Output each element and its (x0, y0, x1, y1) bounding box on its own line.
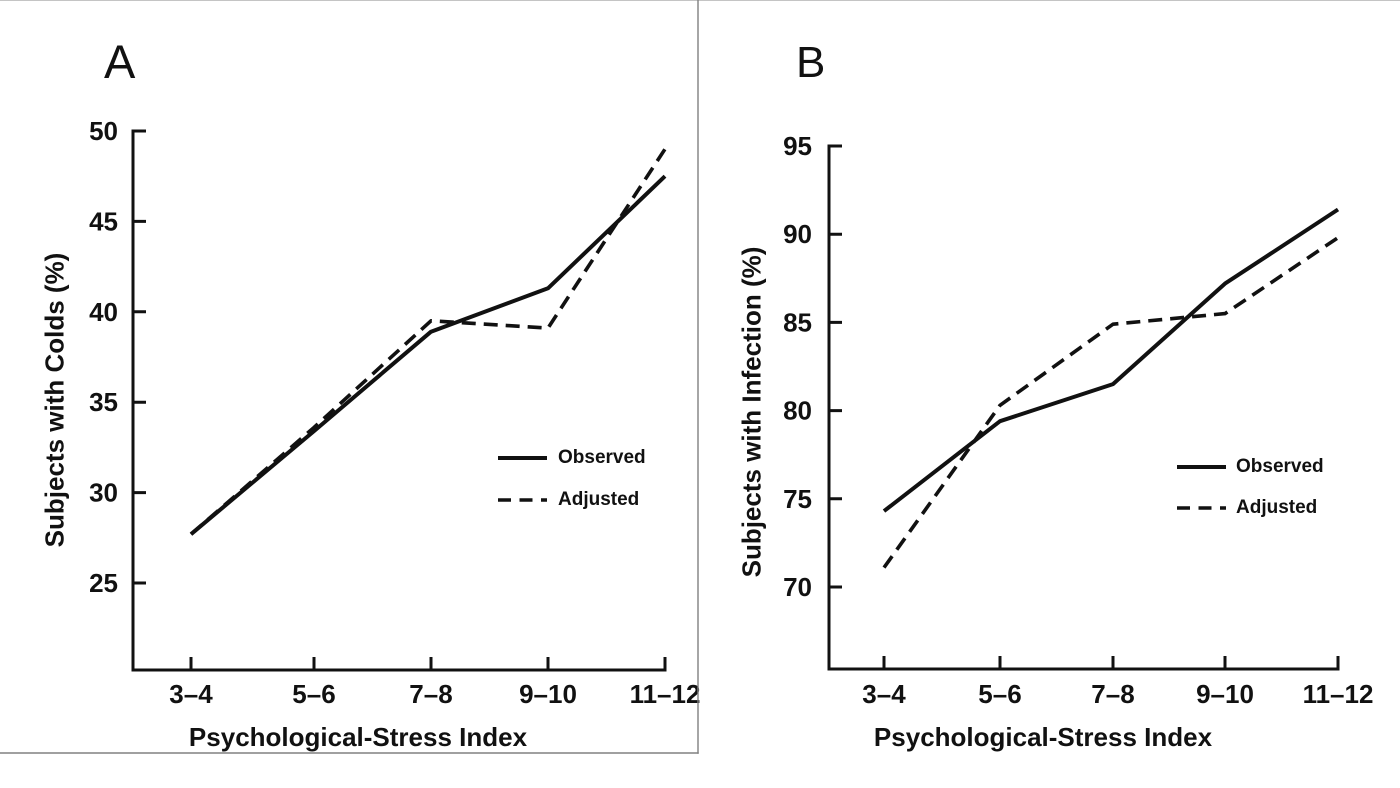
panel-a-y-axis-title: Subjects with Colds (%) (39, 252, 70, 548)
panel-b-y-tick-label: 85 (783, 307, 812, 337)
panel-b-y-tick-label: 95 (783, 131, 812, 161)
panel-b-x-tick-label: 11–12 (1303, 679, 1374, 709)
panel-a-x-tick-label: 7–8 (409, 679, 452, 709)
panel-a-axes (131, 129, 667, 672)
panel-a-x-tick-label: 3–4 (169, 679, 213, 709)
panel-a-y-tick-label: 30 (89, 478, 118, 508)
panel-a-y-tick-label: 50 (89, 116, 118, 146)
panel-b-legend-adjusted-label: Adjusted (1236, 497, 1318, 518)
panel-a-adjusted-line (189, 148, 667, 536)
panel-b-y-tick-label: 90 (783, 219, 812, 249)
panel-b-y-tick-label: 75 (783, 484, 812, 514)
panel-b-axes (827, 144, 1340, 671)
panel-b-legend-observed-label: Observed (1236, 456, 1324, 477)
panel-b-observed-line (882, 207, 1340, 513)
panel-a-x-tick-label: 11–12 (630, 679, 701, 709)
panel-a-legend-observed-label: Observed (558, 447, 646, 468)
panel-b-y-axis-title: Subjects with Infection (%) (736, 246, 767, 578)
panel-a-x-tick-label: 5–6 (292, 679, 335, 709)
panel-a-observed-line (189, 174, 667, 536)
panel-b-adjusted-line (882, 236, 1340, 569)
panel-b-x-tick-label: 5–6 (978, 679, 1021, 709)
panel-a-y-tick-label: 40 (89, 297, 118, 327)
panel-a-x-tick-label: 9–10 (519, 679, 577, 709)
panel-b-x-tick-label: 9–10 (1196, 679, 1254, 709)
panel-a-x-axis-title: Psychological-Stress Index (188, 722, 528, 752)
panel-b-x-axis-title: Psychological-Stress Index (873, 722, 1213, 752)
panel-a-y-tick-label: 25 (89, 568, 118, 598)
panel-a-y-tick-label: 35 (89, 387, 118, 417)
panel-b-label: B (796, 38, 826, 87)
panel-a-legend-adjusted-label: Adjusted (558, 489, 640, 510)
panel-b-x-tick-label: 7–8 (1091, 679, 1134, 709)
panel-a-label: A (104, 35, 136, 88)
panel-b-y-tick-label: 70 (783, 572, 812, 602)
panel-b-x-tick-label: 3–4 (862, 679, 906, 709)
panel-a-y-tick-label: 45 (89, 206, 118, 236)
panel-b-y-tick-label: 80 (783, 396, 812, 426)
